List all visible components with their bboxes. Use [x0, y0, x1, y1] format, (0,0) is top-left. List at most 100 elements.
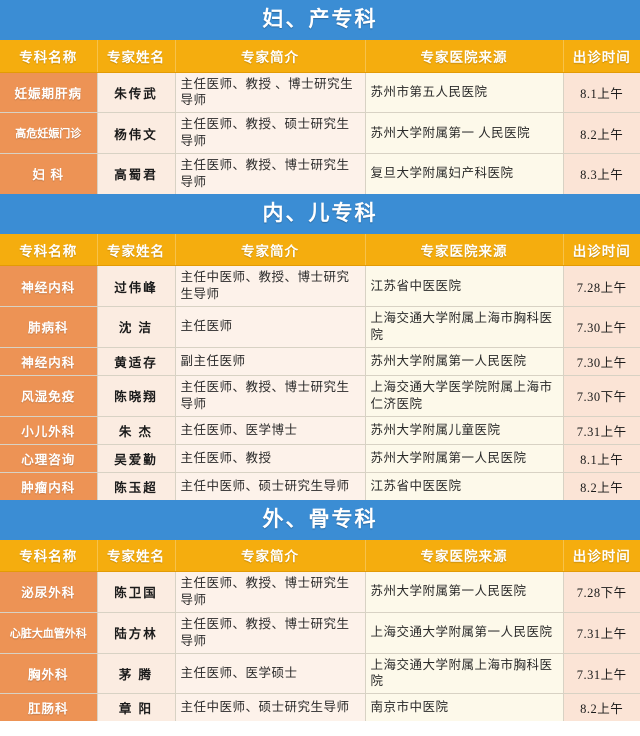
- cell-time: 7.31上午: [563, 416, 640, 445]
- cell-intro: 主任医师、教授: [175, 444, 366, 473]
- cell-time: 7.31上午: [563, 653, 640, 695]
- schedule-table-1: 专科名称 专家姓名 专家简介 专家医院来源 出诊时间 神经内科 过伟峰 主任中医…: [0, 233, 640, 500]
- cell-specialty: 神经内科: [0, 265, 98, 307]
- cell-specialty: 小儿外科: [0, 416, 98, 445]
- cell-intro: 主任医师、教授、硕士研究生导师: [175, 112, 366, 154]
- cell-intro: 主任医师: [175, 306, 366, 348]
- section-banner-1: 内、儿专科: [0, 193, 640, 234]
- cell-intro: 主任医师、医学硕士: [175, 653, 366, 695]
- cell-time: 8.2上午: [563, 112, 640, 154]
- cell-intro: 主任医师、医学博士: [175, 416, 366, 445]
- cell-time: 8.1上午: [563, 72, 640, 114]
- cell-specialty: 风湿免疫: [0, 375, 98, 417]
- cell-time: 8.1上午: [563, 444, 640, 473]
- table-row: 肺病科 沈 洁 主任医师 上海交通大学附属上海市胸科医院 7.30上午: [0, 306, 640, 348]
- cell-intro: 主任医师、教授、博士研究生导师: [175, 612, 366, 654]
- cell-hospital: 苏州大学附属第一 人民医院: [365, 112, 564, 154]
- table-row: 肿瘤内科 陈玉超 主任中医师、硕士研究生导师 江苏省中医医院 8.2上午: [0, 472, 640, 500]
- schedule-table-2: 专科名称 专家姓名 专家简介 专家医院来源 出诊时间 泌尿外科 陈卫国 主任医师…: [0, 539, 640, 722]
- table-row: 神经内科 黄适存 副主任医师 苏州大学附属第一人民医院 7.30上午: [0, 347, 640, 376]
- column-header-time: 出诊时间: [563, 539, 640, 572]
- cell-time: 8.2上午: [563, 472, 640, 500]
- cell-time: 8.3上午: [563, 153, 640, 194]
- cell-doctor: 沈 洁: [97, 306, 176, 348]
- cell-hospital: 苏州大学附属第一人民医院: [365, 347, 564, 376]
- cell-intro: 主任中医师、硕士研究生导师: [175, 472, 366, 500]
- cell-intro: 主任医师、教授 、博士研究生导师: [175, 72, 366, 114]
- cell-specialty: 肺病科: [0, 306, 98, 348]
- cell-specialty: 肿瘤内科: [0, 472, 98, 500]
- cell-time: 8.2上午: [563, 693, 640, 722]
- cell-intro: 主任医师、教授、博士研究生导师: [175, 571, 366, 613]
- cell-doctor: 陆方林: [97, 612, 176, 654]
- cell-hospital: 江苏省中医医院: [365, 472, 564, 500]
- cell-time: 7.30上午: [563, 306, 640, 348]
- cell-hospital: 南京市中医院: [365, 693, 564, 722]
- cell-time: 7.28上午: [563, 265, 640, 307]
- cell-doctor: 陈玉超: [97, 472, 176, 500]
- cell-hospital: 苏州大学附属第一人民医院: [365, 444, 564, 473]
- column-header-intro: 专家简介: [175, 233, 366, 267]
- cell-doctor: 章 阳: [97, 693, 176, 722]
- table-row: 肛肠科 章 阳 主任中医师、硕士研究生导师 南京市中医院 8.2上午: [0, 693, 640, 722]
- column-header-hospital: 专家医院来源: [365, 40, 564, 73]
- cell-hospital: 苏州大学附属儿童医院: [365, 416, 564, 445]
- cell-time: 7.31上午: [563, 612, 640, 654]
- column-header-intro: 专家简介: [175, 40, 366, 73]
- cell-specialty: 泌尿外科: [0, 571, 98, 613]
- column-header-doctor: 专家姓名: [97, 40, 176, 73]
- cell-hospital: 上海交通大学附属第一人民医院: [365, 612, 564, 654]
- cell-doctor: 吴爱勤: [97, 444, 176, 473]
- cell-hospital: 复旦大学附属妇产科医院: [365, 153, 564, 194]
- table-row: 妇 科 高蜀君 主任医师、教授、博士研究生导师 复旦大学附属妇产科医院 8.3上…: [0, 153, 640, 194]
- cell-hospital: 江苏省中医医院: [365, 265, 564, 307]
- cell-doctor: 陈晓翔: [97, 375, 176, 417]
- cell-time: 7.30上午: [563, 347, 640, 376]
- cell-doctor: 杨伟文: [97, 112, 176, 154]
- table-row: 心脏大血管外科 陆方林 主任医师、教授、博士研究生导师 上海交通大学附属第一人民…: [0, 612, 640, 654]
- column-header-intro: 专家简介: [175, 539, 366, 572]
- section-banner-0: 妇、产专科: [0, 0, 640, 40]
- table-row: 泌尿外科 陈卫国 主任医师、教授、博士研究生导师 苏州大学附属第一人民医院 7.…: [0, 571, 640, 613]
- table-header-row: 专科名称 专家姓名 专家简介 专家医院来源 出诊时间: [0, 233, 640, 267]
- column-header-time: 出诊时间: [563, 40, 640, 73]
- table-row: 风湿免疫 陈晓翔 主任医师、教授、博士研究生导师 上海交通大学医学院附属上海市仁…: [0, 375, 640, 417]
- cell-hospital: 苏州大学附属第一人民医院: [365, 571, 564, 613]
- table-header-row: 专科名称 专家姓名 专家简介 专家医院来源 出诊时间: [0, 539, 640, 572]
- cell-doctor: 黄适存: [97, 347, 176, 376]
- cell-intro: 主任中医师、教授、博士研究生导师: [175, 265, 366, 307]
- table-row: 高危妊娠门诊 杨伟文 主任医师、教授、硕士研究生导师 苏州大学附属第一 人民医院…: [0, 112, 640, 154]
- cell-doctor: 高蜀君: [97, 153, 176, 194]
- cell-intro: 主任医师、教授、博士研究生导师: [175, 375, 366, 417]
- cell-hospital: 上海交通大学附属上海市胸科医院: [365, 653, 564, 695]
- cell-specialty: 神经内科: [0, 347, 98, 376]
- cell-specialty: 妇 科: [0, 153, 98, 194]
- cell-specialty: 肛肠科: [0, 693, 98, 722]
- cell-specialty: 心脏大血管外科: [0, 612, 98, 654]
- cell-specialty: 胸外科: [0, 653, 98, 695]
- cell-doctor: 过伟峰: [97, 265, 176, 307]
- column-header-specialty: 专科名称: [0, 539, 98, 572]
- table-row: 心理咨询 吴爱勤 主任医师、教授 苏州大学附属第一人民医院 8.1上午: [0, 444, 640, 473]
- column-header-doctor: 专家姓名: [97, 539, 176, 572]
- table-row: 小儿外科 朱 杰 主任医师、医学博士 苏州大学附属儿童医院 7.31上午: [0, 416, 640, 445]
- schedule-table-0: 专科名称 专家姓名 专家简介 专家医院来源 出诊时间 妊娠期肝病 朱传武 主任医…: [0, 40, 640, 194]
- cell-hospital: 苏州市第五人民医院: [365, 72, 564, 114]
- cell-specialty: 高危妊娠门诊: [0, 112, 98, 154]
- table-row: 胸外科 茅 腾 主任医师、医学硕士 上海交通大学附属上海市胸科医院 7.31上午: [0, 653, 640, 695]
- table-header-row: 专科名称 专家姓名 专家简介 专家医院来源 出诊时间: [0, 40, 640, 73]
- table-row: 妊娠期肝病 朱传武 主任医师、教授 、博士研究生导师 苏州市第五人民医院 8.1…: [0, 72, 640, 114]
- cell-intro: 主任中医师、硕士研究生导师: [175, 693, 366, 722]
- cell-intro: 主任医师、教授、博士研究生导师: [175, 153, 366, 194]
- column-header-specialty: 专科名称: [0, 40, 98, 73]
- cell-specialty: 妊娠期肝病: [0, 72, 98, 114]
- column-header-hospital: 专家医院来源: [365, 233, 564, 267]
- column-header-hospital: 专家医院来源: [365, 539, 564, 572]
- column-header-time: 出诊时间: [563, 233, 640, 267]
- cell-doctor: 朱 杰: [97, 416, 176, 445]
- cell-hospital: 上海交通大学附属上海市胸科医院: [365, 306, 564, 348]
- column-header-doctor: 专家姓名: [97, 233, 176, 267]
- cell-specialty: 心理咨询: [0, 444, 98, 473]
- column-header-specialty: 专科名称: [0, 233, 98, 267]
